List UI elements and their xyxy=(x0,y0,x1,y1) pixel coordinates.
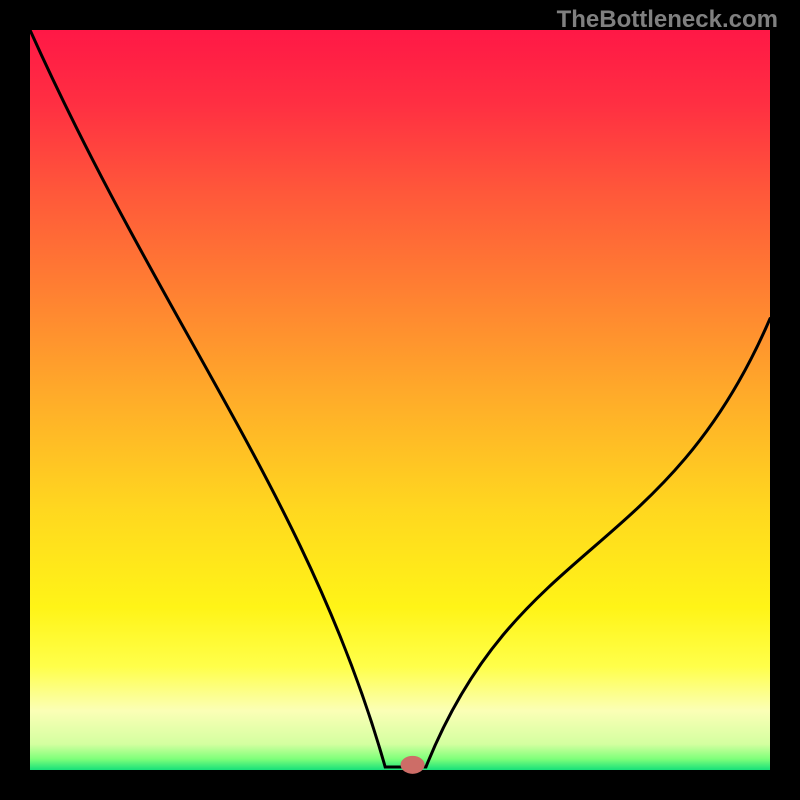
plot-background xyxy=(30,30,770,770)
watermark-text: TheBottleneck.com xyxy=(557,6,778,34)
optimal-point-marker xyxy=(401,756,425,774)
chart-frame xyxy=(0,0,800,800)
bottleneck-chart xyxy=(0,0,800,800)
